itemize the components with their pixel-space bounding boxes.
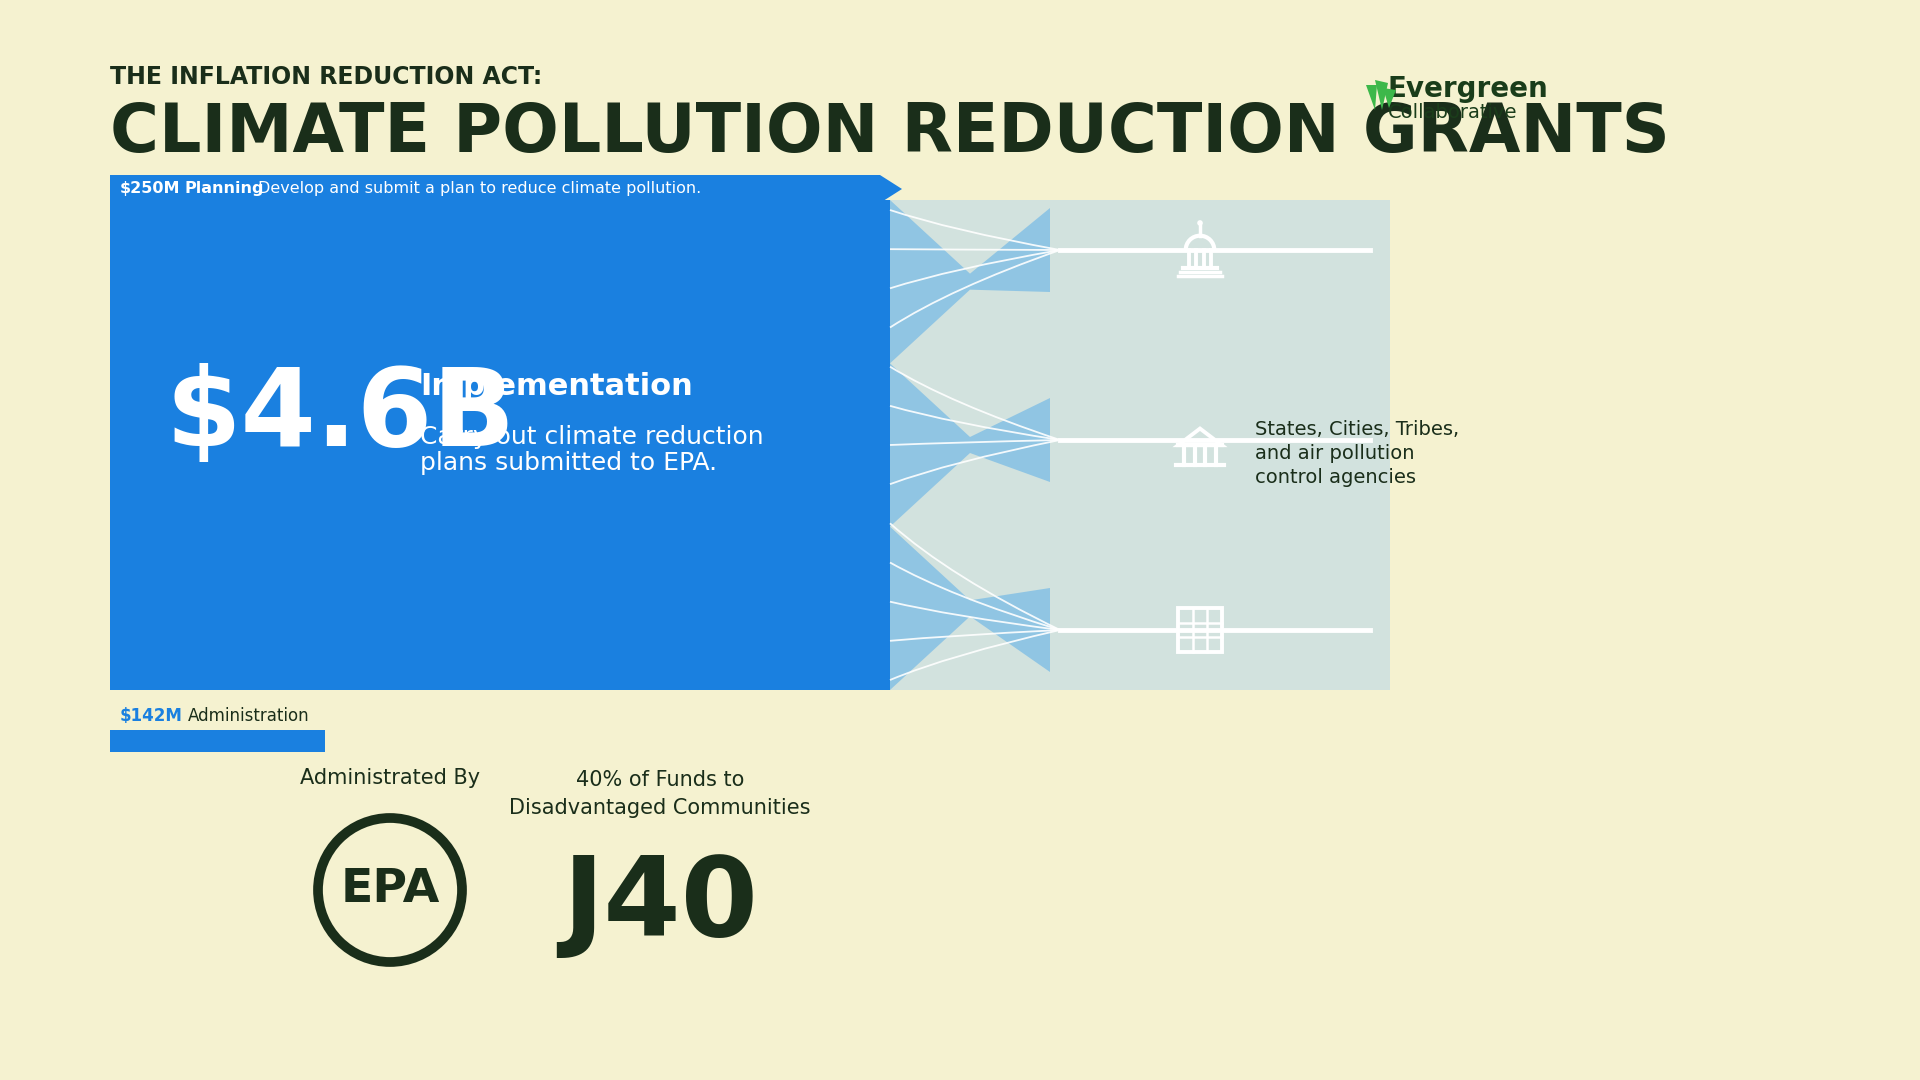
Text: $4.6B: $4.6B xyxy=(165,363,515,469)
Polygon shape xyxy=(1375,80,1388,110)
Text: Administrated By: Administrated By xyxy=(300,768,480,788)
Polygon shape xyxy=(1365,85,1377,110)
Text: $250M: $250M xyxy=(119,181,180,197)
Bar xyxy=(109,730,324,752)
Text: control agencies: control agencies xyxy=(1256,468,1417,487)
Polygon shape xyxy=(891,527,1050,690)
Text: Develop and submit a plan to reduce climate pollution.: Develop and submit a plan to reduce clim… xyxy=(257,181,701,197)
Text: $142M: $142M xyxy=(119,707,182,725)
Text: Administration: Administration xyxy=(188,707,309,725)
Text: and air pollution: and air pollution xyxy=(1256,444,1415,463)
Text: Carry out climate reduction: Carry out climate reduction xyxy=(420,426,764,449)
Circle shape xyxy=(1198,221,1202,225)
Polygon shape xyxy=(891,200,1050,363)
Text: J40: J40 xyxy=(563,851,758,959)
Polygon shape xyxy=(879,175,902,203)
Bar xyxy=(891,200,1390,690)
Text: CLIMATE POLLUTION REDUCTION GRANTS: CLIMATE POLLUTION REDUCTION GRANTS xyxy=(109,100,1670,166)
Bar xyxy=(1179,608,1221,652)
Bar xyxy=(109,200,891,690)
Bar xyxy=(109,175,879,203)
Text: States, Cities, Tribes,: States, Cities, Tribes, xyxy=(1256,420,1459,438)
Text: plans submitted to EPA.: plans submitted to EPA. xyxy=(420,451,718,475)
Polygon shape xyxy=(1382,87,1396,108)
Text: EPA: EPA xyxy=(340,867,440,913)
Text: Collaborative: Collaborative xyxy=(1388,103,1517,122)
Polygon shape xyxy=(891,363,1050,527)
Text: Disadvantaged Communities: Disadvantaged Communities xyxy=(509,798,810,818)
Text: 40% of Funds to: 40% of Funds to xyxy=(576,770,745,789)
Text: Implementation: Implementation xyxy=(420,372,693,401)
Text: THE INFLATION REDUCTION ACT:: THE INFLATION REDUCTION ACT: xyxy=(109,65,541,89)
Text: Evergreen: Evergreen xyxy=(1388,75,1549,103)
Text: Planning: Planning xyxy=(184,181,265,197)
